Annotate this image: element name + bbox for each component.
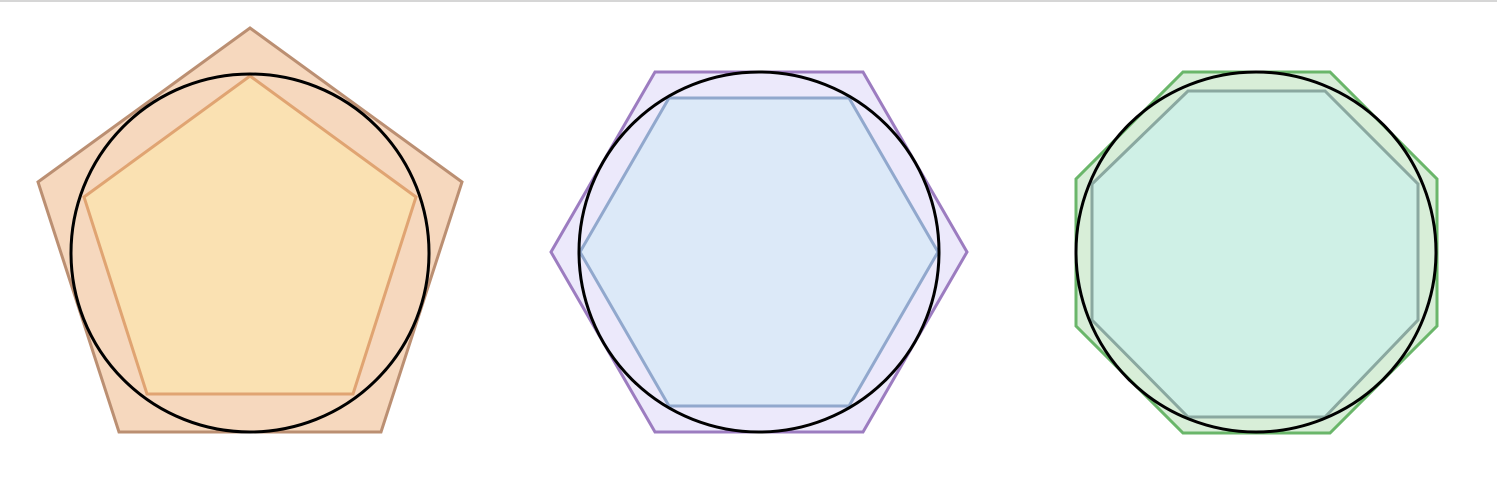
- reference-circle: [1074, 70, 1438, 434]
- inscribed-pentagon: [82, 74, 418, 396]
- reference-circle: [69, 72, 431, 434]
- octagon-figure: [1074, 70, 1439, 435]
- pentagon-figure: [36, 26, 464, 434]
- reference-circle: [577, 70, 941, 434]
- inscribed-octagon: [1090, 89, 1420, 419]
- top-divider: [0, 0, 1497, 2]
- hexagon-figure: [549, 70, 969, 434]
